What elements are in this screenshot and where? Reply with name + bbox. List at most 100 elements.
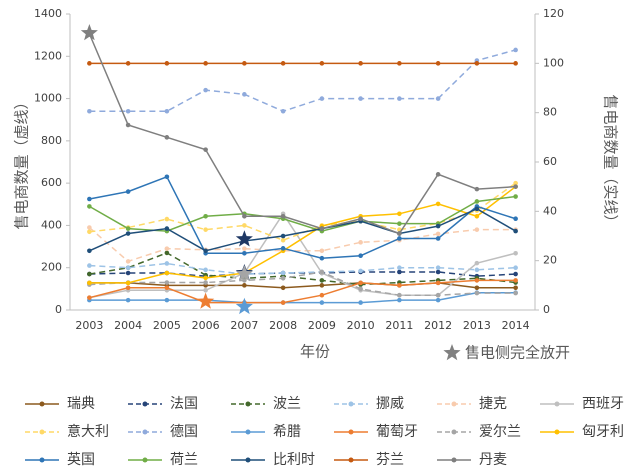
x-tick-label: 2004 bbox=[114, 319, 142, 332]
data-point bbox=[513, 47, 518, 53]
legend-marker bbox=[348, 457, 354, 463]
data-point bbox=[358, 216, 363, 222]
data-point bbox=[203, 287, 208, 293]
data-point bbox=[164, 297, 170, 303]
data-point bbox=[358, 286, 363, 292]
data-point bbox=[319, 255, 325, 261]
data-point bbox=[164, 246, 170, 251]
data-point bbox=[358, 61, 363, 66]
series-line bbox=[89, 279, 516, 304]
data-point bbox=[474, 227, 480, 232]
data-point bbox=[203, 248, 208, 254]
data-point bbox=[474, 260, 480, 266]
series-line bbox=[89, 291, 516, 304]
y-tick-label: 400 bbox=[41, 218, 62, 231]
data-point bbox=[513, 271, 518, 277]
legend-label: 匈牙利 bbox=[582, 424, 624, 440]
data-point bbox=[125, 231, 131, 236]
data-point bbox=[319, 283, 325, 288]
series-line bbox=[89, 282, 516, 289]
data-point bbox=[87, 204, 92, 209]
data-point bbox=[164, 108, 170, 114]
data-point bbox=[474, 199, 480, 204]
y-tick-label: 1200 bbox=[34, 49, 62, 62]
data-point bbox=[513, 216, 518, 222]
data-point bbox=[203, 227, 208, 232]
legend-marker bbox=[142, 401, 148, 407]
data-point bbox=[319, 96, 325, 101]
x-tick-label: 2014 bbox=[502, 319, 530, 332]
legend-label: 比利时 bbox=[273, 452, 315, 468]
data-point bbox=[164, 261, 170, 266]
legend-marker bbox=[39, 457, 45, 463]
highlight-star bbox=[197, 292, 215, 309]
data-point bbox=[280, 237, 286, 243]
series-line bbox=[89, 271, 516, 296]
data-point bbox=[203, 213, 208, 219]
data-point bbox=[358, 253, 363, 259]
data-point bbox=[125, 280, 131, 286]
data-point bbox=[397, 236, 402, 241]
legend-marker bbox=[554, 401, 560, 407]
data-point bbox=[280, 300, 286, 305]
series-line bbox=[89, 49, 516, 113]
data-point bbox=[435, 236, 441, 241]
series-line bbox=[88, 33, 516, 235]
x-tick-label: 2011 bbox=[385, 319, 413, 332]
series-line bbox=[89, 195, 516, 232]
y-tick-label: 800 bbox=[41, 134, 62, 147]
data-point bbox=[319, 278, 325, 283]
legend-marker bbox=[554, 429, 560, 435]
data-point bbox=[164, 226, 170, 231]
data-point bbox=[87, 248, 92, 254]
data-point bbox=[397, 96, 402, 101]
y2-axis-title: 售电商数量（实线） bbox=[602, 94, 620, 229]
highlight-star bbox=[80, 24, 98, 41]
x-tick-label: 2012 bbox=[424, 319, 452, 332]
legend-marker bbox=[245, 401, 251, 407]
data-point bbox=[397, 61, 402, 66]
data-point bbox=[242, 92, 247, 97]
data-point bbox=[125, 270, 131, 276]
highlight-star bbox=[235, 265, 253, 282]
data-point bbox=[358, 300, 363, 305]
data-point bbox=[435, 172, 441, 177]
data-point bbox=[242, 283, 247, 288]
data-point bbox=[474, 61, 480, 66]
y2-tick-label: 40 bbox=[543, 204, 557, 217]
data-point bbox=[474, 186, 480, 192]
data-point bbox=[125, 61, 131, 66]
data-point bbox=[87, 229, 92, 235]
data-point bbox=[513, 61, 518, 66]
data-point bbox=[164, 280, 170, 285]
data-point bbox=[513, 278, 518, 283]
legend-label: 西班牙 bbox=[582, 396, 624, 412]
data-point bbox=[280, 270, 286, 276]
legend-label: 波兰 bbox=[273, 396, 301, 412]
data-point bbox=[87, 196, 92, 202]
data-point bbox=[397, 292, 402, 298]
data-point bbox=[319, 269, 325, 275]
data-point bbox=[164, 285, 170, 291]
data-point bbox=[319, 226, 325, 231]
y2-tick-label: 100 bbox=[543, 56, 564, 69]
data-point bbox=[125, 108, 131, 114]
y2-tick-label: 0 bbox=[543, 303, 550, 316]
y-tick-label: 600 bbox=[41, 176, 62, 189]
y-axis-title: 售电商数量（虚线） bbox=[13, 94, 31, 229]
data-point bbox=[358, 240, 363, 245]
legend-marker bbox=[245, 457, 251, 463]
legend-label: 瑞典 bbox=[67, 396, 95, 412]
data-point bbox=[513, 285, 518, 291]
data-point bbox=[435, 269, 441, 275]
x-tick-label: 2005 bbox=[153, 319, 181, 332]
legend-marker bbox=[142, 457, 148, 463]
data-point bbox=[319, 248, 325, 254]
legend-label: 丹麦 bbox=[479, 452, 507, 468]
legend-marker bbox=[451, 457, 457, 463]
series-line bbox=[89, 262, 516, 275]
series-line bbox=[89, 186, 517, 284]
data-point bbox=[513, 184, 518, 189]
x-tick-label: 2010 bbox=[347, 319, 375, 332]
data-point bbox=[164, 174, 170, 180]
